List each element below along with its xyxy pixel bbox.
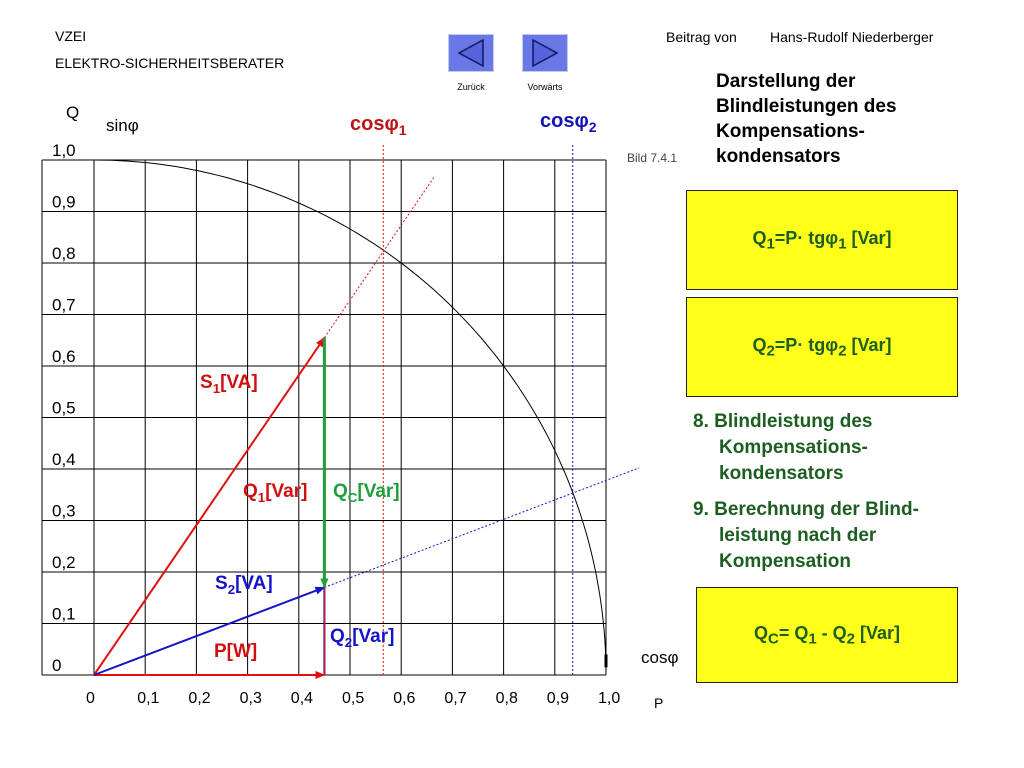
back-button[interactable] — [448, 34, 494, 72]
y-tick-label: 0,4 — [52, 450, 76, 469]
x-tick-label: 0,2 — [188, 690, 210, 707]
step-line: Kompensations- — [719, 437, 868, 458]
figure-ref: Bild 7.4.1 — [627, 151, 677, 165]
x-tick-label: 0,7 — [444, 690, 466, 707]
y-tick-label: 1,0 — [52, 141, 76, 160]
org-subtitle: ELEKTRO-SICHERHEITSBERATER — [55, 55, 285, 71]
triangle-right-icon — [532, 38, 559, 68]
step-9: 9. Berechnung der Blind- leistung nach d… — [693, 497, 919, 575]
x-tick-label: 0,9 — [547, 690, 569, 707]
label-s1: S1[VA] — [200, 372, 258, 396]
s1-extension — [323, 176, 435, 338]
title-line: Darstellung der — [716, 71, 856, 92]
x-axis-label: P — [654, 695, 663, 711]
y-axis-label: Q — [66, 103, 79, 122]
cos-phi2-label: cosφ2 — [540, 110, 597, 135]
org-label: VZEI — [55, 28, 87, 44]
step-line: Kompensation — [719, 551, 851, 572]
y-tick-label: 0 — [52, 656, 61, 675]
page-title: Darstellung der Blindleistungen des Komp… — [716, 69, 976, 169]
contribution-label: Beitrag von — [666, 29, 737, 45]
unit-circle-arc — [93, 159, 607, 676]
forward-button[interactable] — [522, 34, 568, 72]
y-tick-label: 0,2 — [52, 553, 76, 572]
y-tick-label: 0,7 — [52, 296, 76, 315]
label-q2: Q2[Var] — [330, 626, 394, 650]
formula-box-q1: Q1=P· tgφ1 [Var] — [686, 190, 958, 290]
x-tick-label: 0,4 — [291, 690, 313, 707]
y-tick-label: 0,9 — [52, 193, 76, 212]
y-tick-label: 0,5 — [52, 399, 76, 418]
formula-box-qc: QC= Q1 - Q2 [Var] — [696, 587, 958, 683]
forward-label: Vorwärts — [527, 82, 563, 92]
step-line: 9. Berechnung der Blind- — [693, 499, 919, 520]
formula-q2: Q2=P· tgφ2 [Var] — [752, 334, 892, 360]
step-line: kondensators — [719, 463, 844, 484]
label-s2: S2[VA] — [215, 573, 273, 597]
x-tick-label: 0,3 — [240, 690, 262, 707]
back-label: Zurück — [457, 82, 485, 92]
step-line: 8. Blindleistung des — [693, 411, 873, 432]
y-tick-label: 0,8 — [52, 244, 76, 263]
vector-s2 — [93, 586, 326, 676]
triangle-left-icon — [457, 38, 484, 68]
y-tick-label: 0,3 — [52, 502, 76, 521]
formula-box-q2: Q2=P· tgφ2 [Var] — [686, 297, 958, 397]
y-axis-name: sinφ — [106, 116, 139, 135]
author-name: Hans-Rudolf Niederberger — [770, 29, 934, 45]
x-axis-name: cosφ — [641, 648, 678, 667]
y-tick-label: 0,6 — [52, 347, 76, 366]
x-tick-label: 0 — [86, 690, 95, 707]
x-tick-label: 0,8 — [496, 690, 518, 707]
cos-phi1-label: cosφ1 — [350, 113, 407, 138]
formula-q1: Q1=P· tgφ1 [Var] — [752, 227, 892, 253]
title-line: Blindleistungen des — [716, 96, 897, 117]
label-q1: Q1[Var] — [243, 481, 307, 505]
x-tick-label: 1,0 — [598, 690, 620, 707]
step-line: leistung nach der — [719, 525, 877, 546]
x-tick-label: 0,5 — [342, 690, 364, 707]
formula-qc: QC= Q1 - Q2 [Var] — [753, 622, 901, 648]
y-tick-label: 0,1 — [52, 605, 76, 624]
title-line: Kompensations- — [716, 121, 865, 142]
x-tick-label: 0,1 — [137, 690, 159, 707]
s2-extension — [324, 467, 640, 588]
vector-s1 — [93, 336, 326, 676]
label-qc: QC[Var] — [333, 481, 400, 505]
label-p: P[W] — [214, 641, 257, 662]
title-line: kondensators — [716, 146, 841, 167]
x-tick-label: 0,6 — [393, 690, 415, 707]
step-8: 8. Blindleistung des Kompensations- kond… — [693, 409, 872, 487]
